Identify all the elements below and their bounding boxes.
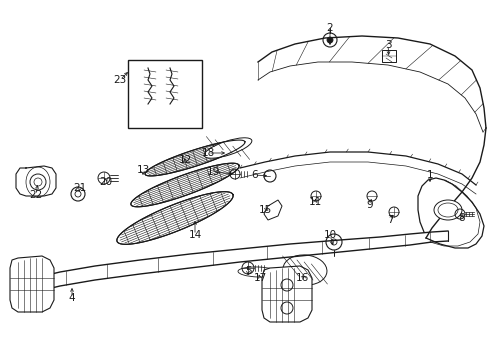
Text: 11: 11 (308, 197, 321, 207)
Polygon shape (117, 192, 233, 244)
Text: 23: 23 (113, 75, 126, 85)
Text: 18: 18 (201, 148, 214, 158)
Text: 20: 20 (99, 177, 112, 187)
Text: 13: 13 (136, 165, 149, 175)
Text: 9: 9 (366, 200, 372, 210)
Polygon shape (262, 266, 311, 322)
Text: 5: 5 (244, 266, 251, 276)
Text: 10: 10 (323, 230, 336, 240)
Polygon shape (131, 163, 239, 207)
Text: 22: 22 (29, 190, 42, 200)
Text: 1: 1 (426, 170, 432, 180)
Text: 2: 2 (326, 23, 333, 33)
Polygon shape (264, 200, 282, 220)
Circle shape (326, 37, 332, 43)
Ellipse shape (203, 138, 251, 158)
Ellipse shape (433, 200, 461, 220)
Polygon shape (145, 140, 244, 176)
Text: 7: 7 (386, 215, 392, 225)
Text: 16: 16 (295, 273, 308, 283)
Ellipse shape (437, 203, 457, 217)
Text: 4: 4 (68, 293, 75, 303)
Ellipse shape (238, 267, 277, 277)
Text: 15: 15 (258, 205, 271, 215)
Bar (381, 50, 395, 62)
Text: 21: 21 (73, 183, 86, 193)
Bar (128, 60, 202, 128)
Ellipse shape (283, 255, 326, 285)
Text: 17: 17 (253, 273, 266, 283)
Polygon shape (10, 256, 54, 312)
Text: 12: 12 (178, 155, 191, 165)
Text: 3: 3 (384, 40, 390, 50)
Text: 19: 19 (206, 167, 219, 177)
Text: 14: 14 (188, 230, 201, 240)
Text: 8: 8 (458, 213, 465, 223)
Text: 6: 6 (251, 170, 258, 180)
